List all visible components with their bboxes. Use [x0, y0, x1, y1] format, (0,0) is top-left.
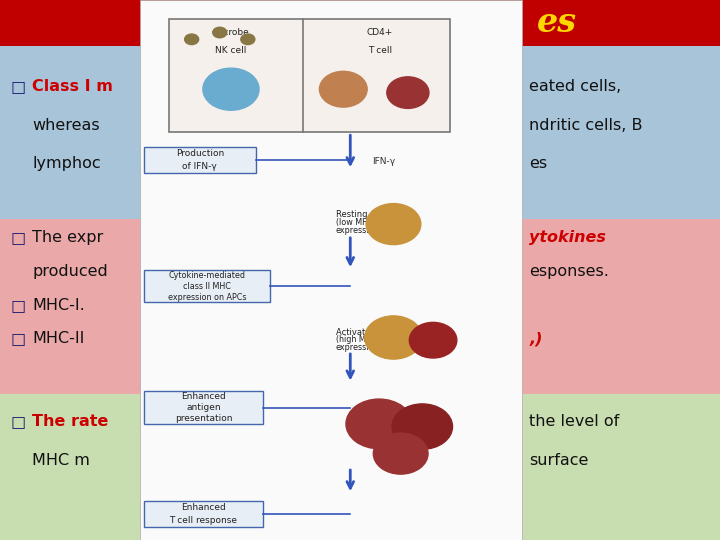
Text: The expr: The expr — [32, 230, 104, 245]
Text: Resting APC: Resting APC — [336, 211, 387, 219]
Text: antigen: antigen — [186, 403, 221, 412]
Text: surface: surface — [529, 453, 588, 468]
Text: class II MHC: class II MHC — [183, 282, 231, 291]
Text: esponses.: esponses. — [529, 264, 609, 279]
Circle shape — [346, 399, 413, 449]
Text: □: □ — [11, 331, 26, 346]
Text: ndritic cells, B: ndritic cells, B — [529, 118, 643, 133]
Text: ,): ,) — [529, 331, 543, 346]
Circle shape — [184, 34, 199, 45]
Text: Microbe: Microbe — [213, 28, 249, 37]
Bar — [140, 0, 522, 540]
Circle shape — [240, 34, 255, 45]
Text: expression): expression) — [336, 226, 382, 234]
Text: □: □ — [11, 230, 26, 245]
Bar — [0, 219, 720, 394]
Text: Activated APC: Activated APC — [336, 328, 395, 336]
Text: □: □ — [11, 298, 26, 313]
Text: MHC-II: MHC-II — [32, 331, 85, 346]
Text: NK cell: NK cell — [215, 46, 247, 55]
Text: of IFN-γ: of IFN-γ — [182, 162, 217, 171]
Bar — [0, 0, 720, 46]
Text: IFN-γ: IFN-γ — [372, 158, 395, 166]
Text: Cytokine-mediated: Cytokine-mediated — [168, 271, 246, 280]
Text: Enhanced: Enhanced — [181, 503, 226, 511]
Text: eated cells,: eated cells, — [529, 79, 621, 94]
Circle shape — [203, 68, 259, 110]
Text: the level of: the level of — [529, 414, 619, 429]
Circle shape — [387, 77, 429, 109]
Text: presentation: presentation — [175, 414, 232, 423]
Bar — [144, 501, 263, 526]
Circle shape — [320, 71, 367, 107]
Circle shape — [373, 433, 428, 474]
Bar — [144, 147, 256, 173]
Text: (high MHC: (high MHC — [336, 335, 377, 344]
Bar — [0, 46, 720, 219]
Text: lymphoc: lymphoc — [32, 156, 101, 171]
Text: T cell: T cell — [368, 46, 392, 55]
Circle shape — [212, 27, 227, 38]
Text: es: es — [529, 156, 547, 171]
Circle shape — [392, 404, 453, 449]
Text: MHC-I.: MHC-I. — [32, 298, 85, 313]
Text: expression): expression) — [336, 343, 382, 352]
Text: Enhanced: Enhanced — [181, 393, 226, 401]
Bar — [144, 270, 270, 302]
Bar — [169, 19, 450, 132]
Text: The rate: The rate — [32, 414, 109, 429]
Text: CD4+: CD4+ — [366, 28, 393, 37]
Text: Production: Production — [176, 149, 224, 158]
Text: Class I m: Class I m — [32, 79, 113, 94]
Text: es: es — [536, 5, 577, 38]
Circle shape — [366, 204, 421, 245]
Text: expression on APCs: expression on APCs — [168, 293, 246, 301]
Text: □: □ — [11, 414, 26, 429]
Bar — [144, 392, 263, 424]
Text: whereas: whereas — [32, 118, 100, 133]
Circle shape — [410, 322, 457, 358]
Text: □: □ — [11, 79, 26, 94]
Text: MHC m: MHC m — [32, 453, 90, 468]
Text: ytokines: ytokines — [529, 230, 606, 245]
Text: produced: produced — [32, 264, 108, 279]
Bar — [0, 394, 720, 540]
Text: (low MHC: (low MHC — [336, 218, 374, 227]
Text: T cell response: T cell response — [169, 516, 238, 524]
Circle shape — [365, 316, 422, 359]
